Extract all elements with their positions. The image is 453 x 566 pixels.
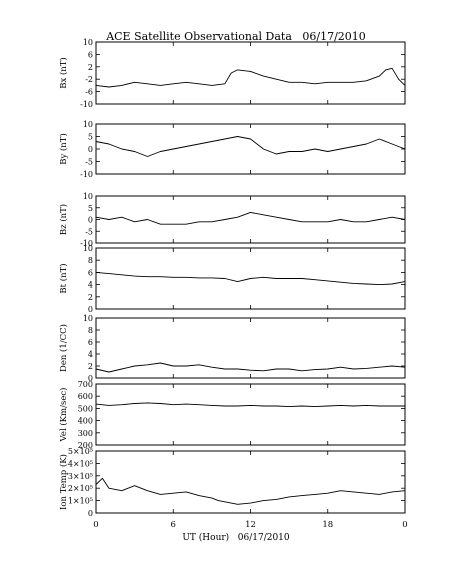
y-tick-label: 500	[78, 404, 93, 413]
panels: 10 6 2 -2 -6 -10 Bx (nT) 10 5 0 -5 -10 By (nT) 10 5 0 -5…	[58, 38, 406, 518]
chart-title: ACE Satellite Observational Data 06/17/2…	[105, 30, 366, 43]
y-axis-label-bt: Bt (nT)	[58, 263, 69, 293]
x-tick-label: 0	[93, 520, 98, 530]
panel-frame	[95, 41, 406, 105]
series-line-bx	[95, 67, 406, 88]
y-tick-label: 10	[83, 120, 93, 129]
panel-frame	[95, 383, 406, 446]
series-line-temp	[95, 477, 406, 505]
y-tick-label: -10	[80, 100, 93, 109]
y-axis-label-den: Den (1/CC)	[58, 324, 69, 372]
panel-bx: 10 6 2 -2 -6 -10 Bx (nT)	[58, 38, 406, 109]
x-tick-label: 18	[322, 520, 333, 530]
y-tick-label: 0	[88, 305, 93, 314]
series-line-bt	[95, 271, 406, 286]
panel-by: 10 5 0 -5 -10 By (nT)	[58, 120, 406, 179]
y-tick-label: 0	[88, 374, 93, 383]
series-line-bz	[95, 211, 406, 225]
x-tick-label: 6	[171, 520, 176, 530]
panel-temp: 5×10⁵ 4×10⁵ 3×10⁵ 2×10⁵ 1×10⁵ 0 Ion Temp (K)	[58, 447, 406, 518]
y-tick-label: 3×10⁵	[68, 472, 93, 481]
y-tick-label: 4×10⁵	[68, 459, 93, 468]
y-tick-label: 10	[83, 192, 93, 201]
y-axis-label-by: By (nT)	[58, 133, 69, 165]
y-tick-label: 200	[78, 441, 93, 450]
y-tick-label: 2	[88, 293, 93, 302]
y-tick-label: -6	[85, 88, 93, 97]
y-axis-label-vel: Vel (Km/sec)	[58, 388, 69, 443]
series-line-by	[95, 136, 406, 157]
series-line-vel	[95, 402, 405, 408]
y-tick-label: 5	[88, 204, 93, 213]
panel-frame	[95, 195, 406, 244]
y-tick-label: 400	[78, 417, 93, 426]
x-tick-label: 12	[245, 520, 256, 530]
y-tick-label: 600	[78, 392, 93, 401]
y-tick-label: 0	[88, 216, 93, 225]
y-tick-label: 10	[83, 314, 93, 323]
x-axis-label: UT (Hour) 06/17/2010	[182, 532, 290, 543]
panel-frame	[95, 450, 406, 514]
series-line-den	[95, 362, 406, 373]
y-axis-label-bz: Bz (nT)	[58, 204, 69, 235]
y-tick-label: 2	[88, 362, 93, 371]
y-tick-label: 6	[88, 338, 93, 347]
x-tick-labels: 0 6 12 18 0	[93, 520, 407, 530]
panel-frame	[95, 123, 406, 175]
y-tick-label: 5×10⁵	[68, 447, 93, 456]
y-axis-label-bx: Bx (nT)	[58, 57, 69, 89]
panel-bz: 10 5 0 -5 -10 Bz (nT)	[58, 192, 406, 248]
y-tick-label: 10	[83, 244, 93, 253]
y-tick-label: 2×10⁵	[68, 484, 93, 493]
y-tick-label: 6	[88, 268, 93, 277]
y-tick-label: 700	[78, 380, 93, 389]
y-tick-label: 2	[88, 63, 93, 72]
panel-vel: 700 600 500 400 300 200 Vel (Km/sec)	[58, 380, 406, 450]
y-tick-label: 4	[88, 350, 93, 359]
y-tick-label: 10	[83, 38, 93, 47]
y-tick-label: -10	[80, 239, 93, 248]
y-tick-label: 0	[88, 509, 93, 518]
y-tick-label: -2	[85, 75, 93, 84]
y-tick-label: -5	[85, 158, 93, 167]
y-tick-label: 5	[88, 133, 93, 142]
y-tick-label: 300	[78, 429, 93, 438]
y-tick-label: 4	[88, 281, 93, 290]
y-axis-label-temp: Ion Temp (K)	[58, 454, 69, 510]
panel-bt: 10 8 6 4 2 0 Bt (nT)	[58, 244, 406, 314]
y-tick-label: 0	[88, 145, 93, 154]
y-tick-label: 6	[88, 50, 93, 59]
y-tick-label: -10	[80, 170, 93, 179]
x-tick-label: 0	[402, 520, 407, 530]
y-tick-label: 8	[88, 256, 93, 265]
y-tick-label: 8	[88, 326, 93, 335]
panel-den: 10 8 6 4 2 0 Den (1/CC)	[58, 314, 406, 383]
y-tick-label: 1×10⁵	[68, 497, 93, 506]
y-tick-label: -5	[85, 227, 93, 236]
